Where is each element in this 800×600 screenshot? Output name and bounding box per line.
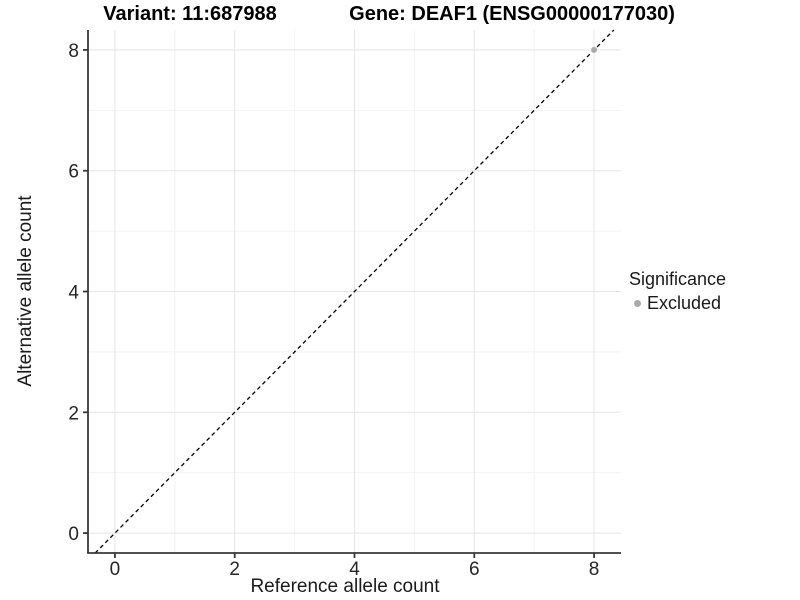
legend: Significance Excluded xyxy=(629,269,726,314)
x-tick-label: 8 xyxy=(589,559,600,580)
x-tick-label: 6 xyxy=(469,559,480,580)
y-axis-title: Alternative allele count xyxy=(15,195,36,387)
legend-item-excluded: Excluded xyxy=(629,293,726,314)
data-point xyxy=(591,46,598,53)
y-tick-label: 4 xyxy=(68,283,79,304)
y-tick-label: 0 xyxy=(68,524,79,545)
x-tick-label: 2 xyxy=(229,559,240,580)
legend-item-label: Excluded xyxy=(647,293,722,313)
y-tick-label: 2 xyxy=(68,403,79,424)
legend-title: Significance xyxy=(629,269,727,289)
x-tick-label: 0 xyxy=(110,559,121,580)
x-axis-title: Reference allele count xyxy=(250,576,440,597)
y-tick-label: 8 xyxy=(68,41,79,62)
plot-title-gene: Gene: DEAF1 (ENSG00000177030) xyxy=(349,3,675,25)
identity-dashed-line xyxy=(94,29,615,554)
plot-title-variant: Variant: 11:687988 xyxy=(103,3,277,25)
x-tick-label: 4 xyxy=(349,559,360,580)
legend-marker-dot xyxy=(634,300,641,307)
y-tick-label: 6 xyxy=(68,162,79,183)
